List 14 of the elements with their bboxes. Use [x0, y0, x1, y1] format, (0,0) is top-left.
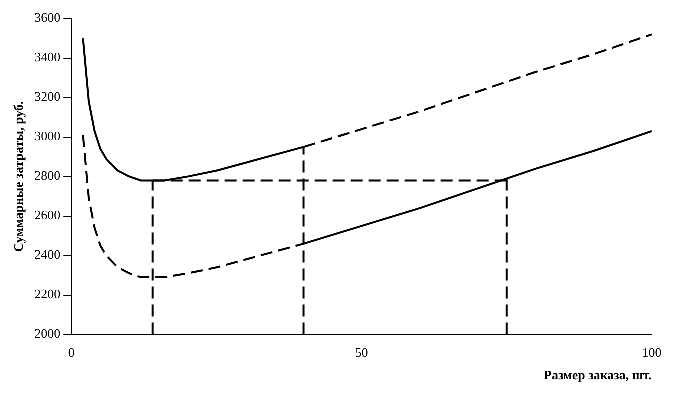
y-tick-label: 2000 [34, 326, 61, 342]
y-tick-label: 2600 [34, 208, 61, 223]
y-tick-label: 3200 [34, 89, 61, 104]
y-tick-label: 3600 [34, 10, 61, 26]
y-tick-label: 3000 [34, 128, 61, 144]
y-tick-label: 2400 [34, 247, 61, 262]
x-axis-title: Размер заказа, шт. [544, 368, 652, 383]
x-tick-label: 0 [68, 345, 75, 360]
y-axis-title: Суммарные затраты, руб. [11, 101, 26, 252]
x-tick-label: 100 [642, 345, 662, 360]
y-tick-label: 2800 [34, 168, 61, 184]
y-tick-label: 2200 [34, 286, 61, 302]
x-tick-label: 50 [355, 345, 368, 360]
y-tick-label: 3400 [34, 50, 61, 65]
